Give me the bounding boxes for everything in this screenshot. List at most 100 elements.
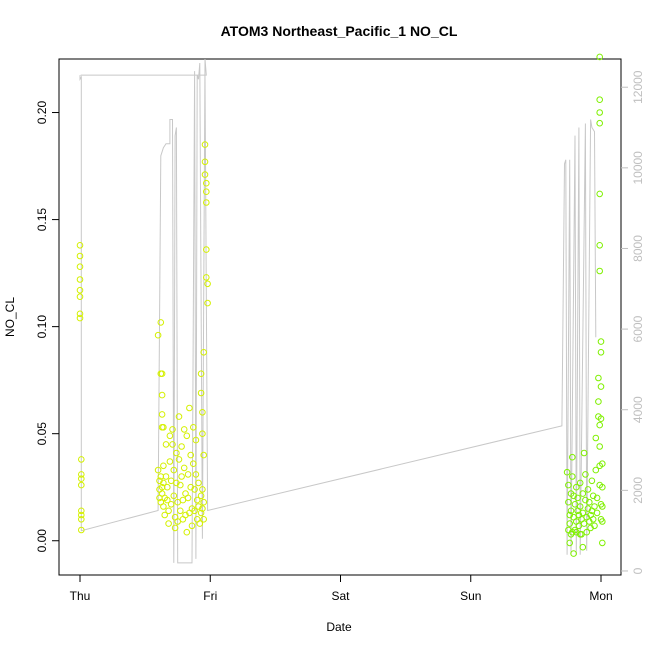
data-point: [158, 391, 166, 399]
data-point: [203, 246, 210, 253]
data-point: [588, 477, 596, 485]
data-point: [599, 483, 606, 491]
data-point: [173, 449, 180, 457]
y2-tick-label: 2000: [631, 477, 645, 504]
data-point: [565, 481, 572, 489]
data-point: [576, 531, 584, 538]
data-point: [569, 528, 576, 536]
data-point: [589, 492, 597, 500]
data-point: [161, 511, 168, 519]
data-point: [162, 473, 170, 480]
data-point: [78, 481, 85, 489]
data-point: [197, 509, 205, 517]
data-point: [569, 473, 576, 480]
data-point: [199, 505, 206, 512]
data-point: [200, 451, 207, 459]
data-point: [192, 436, 200, 444]
data-point: [592, 434, 600, 442]
y2-tick-label: 12000: [631, 70, 645, 104]
plot-area-frame: [58, 58, 622, 576]
data-point: [589, 516, 597, 523]
data-point: [599, 460, 606, 468]
data-point: [183, 432, 191, 440]
data-point: [160, 503, 167, 510]
data-point: [178, 443, 185, 450]
data-point: [164, 483, 171, 491]
data-point: [160, 462, 167, 470]
data-point: [180, 426, 188, 433]
data-point: [178, 473, 185, 480]
data-point: [195, 479, 202, 487]
data-point: [563, 468, 571, 476]
data-point: [160, 479, 167, 487]
data-point: [169, 441, 176, 448]
y-tick-label: 0.15: [35, 208, 49, 232]
data-point: [190, 460, 197, 468]
data-point: [195, 503, 202, 510]
y2-tick-label: 0: [631, 567, 645, 574]
y-axis-right: 0 2000 4000 6000 8000 10000 12000: [621, 70, 645, 574]
data-point: [165, 520, 172, 527]
data-point: [573, 483, 580, 491]
data-point: [599, 503, 606, 510]
data-point: [175, 413, 183, 420]
data-point: [175, 456, 183, 463]
data-point: [596, 119, 604, 127]
data-point: [569, 453, 576, 461]
data-point: [177, 507, 184, 515]
data-point: [597, 349, 605, 356]
data-point: [566, 539, 574, 547]
data-point: [565, 498, 572, 506]
data-point: [76, 310, 84, 318]
data-point: [177, 481, 184, 489]
data-point: [203, 199, 210, 206]
data-point: [582, 471, 589, 478]
data-point: [166, 432, 174, 440]
data-point: [76, 276, 84, 283]
data-point: [203, 188, 210, 195]
data-point: [573, 528, 580, 536]
data-point: [596, 190, 604, 198]
y2-tick-label: 4000: [631, 396, 645, 423]
data-point: [596, 96, 604, 103]
data-point: [190, 424, 197, 431]
x-tick-label: Fri: [203, 589, 217, 603]
data-point: [76, 314, 84, 322]
data-point: [591, 503, 598, 510]
data-point: [599, 539, 606, 547]
x-tick-label: Sat: [331, 589, 350, 603]
data-point: [199, 409, 206, 416]
data-point: [596, 109, 604, 116]
data-point: [200, 349, 207, 356]
data-point: [201, 158, 209, 166]
data-point: [78, 456, 85, 463]
data-point: [200, 498, 207, 506]
data-point: [76, 252, 84, 260]
data-point: [184, 494, 192, 502]
data-point: [191, 507, 198, 515]
x-tick-label: Thu: [70, 589, 91, 603]
data-point: [579, 543, 587, 551]
data-point: [204, 299, 211, 307]
data-point: [576, 479, 584, 487]
data-point: [596, 242, 604, 249]
data-point: [592, 466, 600, 474]
data-point: [78, 475, 85, 483]
data-point: [574, 494, 581, 502]
data-point: [78, 511, 85, 519]
data-point: [566, 520, 574, 527]
data-point: [170, 492, 178, 500]
data-point: [154, 466, 162, 474]
data-point: [170, 466, 178, 474]
data-point: [76, 293, 84, 301]
data-point: [76, 263, 84, 271]
data-point: [164, 496, 171, 504]
data-point: [199, 430, 206, 438]
data-point: [596, 267, 604, 275]
data-point: [593, 494, 601, 502]
data-point: [158, 370, 166, 378]
data-point: [203, 274, 210, 281]
data-point: [192, 471, 200, 478]
data-point: [595, 398, 602, 405]
data-point: [157, 319, 165, 326]
